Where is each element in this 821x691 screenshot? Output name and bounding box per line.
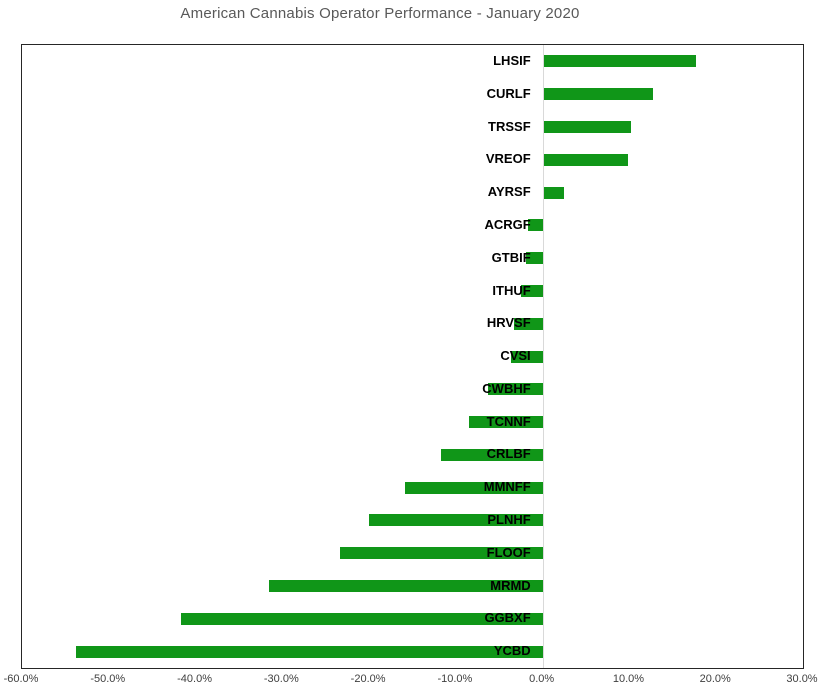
bar-hrvsf xyxy=(514,317,543,330)
category-label-gtbif: GTBIF xyxy=(491,249,531,265)
category-label-lhsif: LHSIF xyxy=(493,53,531,68)
category-label-ayrsf: AYRSF xyxy=(487,184,531,200)
category-label-plnhf: PLNHF xyxy=(487,512,531,528)
x-tick-label: -30.0% xyxy=(263,673,299,685)
category-label-ycbd: YCBD xyxy=(493,643,531,659)
x-tick-label: 10.0% xyxy=(612,673,645,685)
bar-plnhf xyxy=(369,514,543,527)
bar-crlbf xyxy=(441,448,543,461)
category-label-floof: FLOOF xyxy=(486,544,531,560)
x-tick-label: -40.0% xyxy=(177,673,212,685)
category-label-cvsi: CVSI xyxy=(500,348,531,364)
bar-tcnnf xyxy=(468,416,543,429)
bar-mrmd xyxy=(269,580,543,593)
bar-cwbhf xyxy=(488,383,543,396)
category-label-trssf: TRSSF xyxy=(488,118,531,134)
bar-ggbxf xyxy=(180,612,543,625)
x-tick-label: -20.0% xyxy=(350,673,386,685)
category-label-crlbf: CRLBF xyxy=(486,446,531,462)
x-tick-label: -60.0% xyxy=(3,673,39,685)
bar-floof xyxy=(340,547,543,560)
bar-ithuf xyxy=(520,284,543,297)
category-label-mrmd: MRMD xyxy=(490,577,531,593)
bar-vreof xyxy=(543,153,628,166)
category-label-tcnnf: TCNNF xyxy=(486,413,531,429)
bar-acrgf xyxy=(527,219,543,232)
category-label-ithuf: ITHUF xyxy=(492,282,531,298)
category-label-mmnff: MMNFF xyxy=(483,479,531,495)
bar-curlf xyxy=(543,88,653,101)
bar-ycbd xyxy=(75,645,543,658)
category-label-ggbxf: GGBXF xyxy=(484,610,531,626)
category-label-vreof: VREOF xyxy=(485,151,531,167)
bar-trssf xyxy=(543,120,632,133)
chart-title: American Cannabis Operator Performance -… xyxy=(180,5,580,22)
category-label-curlf: CURLF xyxy=(486,85,531,101)
bar-ayrsf xyxy=(543,186,565,199)
category-label-acrgf: ACRGF xyxy=(484,216,531,232)
category-label-cwbhf: CWBHF xyxy=(482,380,531,396)
category-label-hrvsf: HRVSF xyxy=(486,315,531,331)
plot-area: LHSIF CURLF TRSSF VREOF AYRSF ACRGF GTBIF ITHUF… xyxy=(21,44,804,669)
x-tick-label: -50.0% xyxy=(90,673,126,685)
zero-gridline xyxy=(542,45,544,668)
bar-cvsi xyxy=(511,350,543,363)
bar-mmnff xyxy=(404,481,543,494)
x-tick-label: 30.0% xyxy=(786,673,818,685)
bar-gtbif xyxy=(526,252,543,265)
x-tick-label: 0.0% xyxy=(529,673,555,685)
x-tick-label: -10.0% xyxy=(437,673,473,685)
x-axis: -60.0% -50.0% -40.0% -30.0% -20.0% -10.0% 0.0%… xyxy=(4,671,818,689)
x-tick-label: 20.0% xyxy=(699,673,731,685)
bar-lhsif xyxy=(543,55,697,68)
